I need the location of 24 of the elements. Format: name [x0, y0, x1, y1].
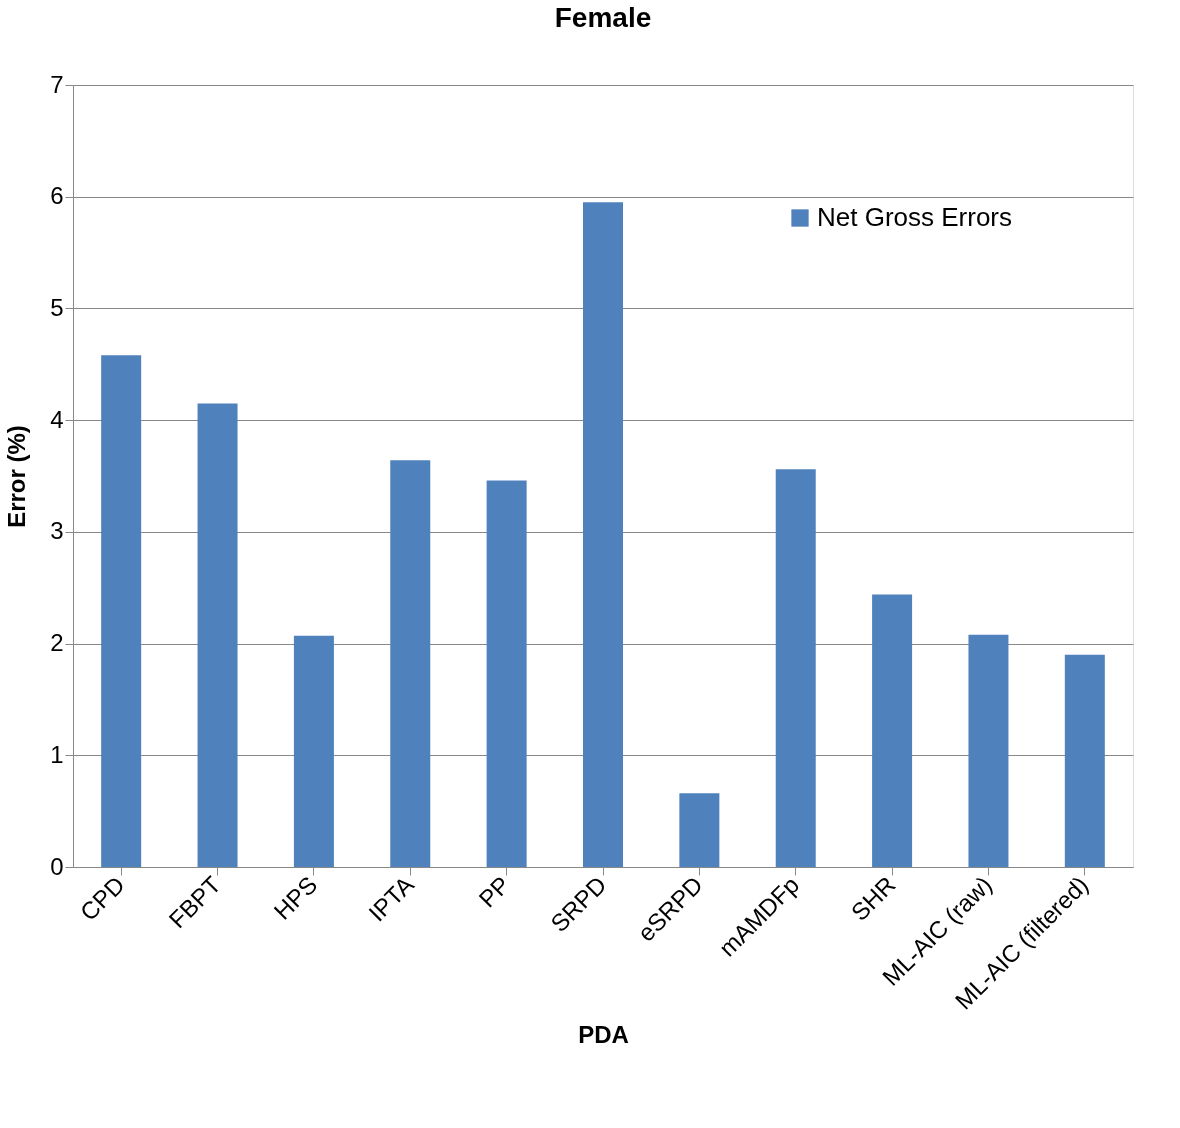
bar — [101, 355, 142, 867]
y-axis-title: Error (%) — [3, 425, 31, 528]
y-tick-label: 4 — [50, 405, 64, 433]
y-tick-label: 5 — [50, 293, 64, 321]
bar — [486, 480, 527, 867]
bar — [293, 635, 334, 867]
bar — [872, 594, 913, 867]
chart-title: Female — [554, 2, 652, 33]
y-tick-label: 7 — [50, 70, 64, 98]
y-tick-label: 1 — [50, 740, 64, 768]
bar — [968, 634, 1009, 867]
bar — [1064, 654, 1105, 867]
y-tick-label: 0 — [50, 852, 64, 880]
bar — [197, 403, 238, 867]
bar — [679, 793, 720, 867]
bar — [775, 469, 816, 867]
y-tick-label: 3 — [50, 517, 64, 545]
bar — [583, 202, 623, 867]
y-tick-label: 2 — [50, 629, 64, 657]
x-tick-label: PP — [473, 870, 516, 913]
bar — [390, 460, 431, 867]
y-tick-label: 6 — [50, 182, 64, 210]
x-axis-title: PDA — [578, 1021, 629, 1049]
legend-label: Net Gross Errors — [817, 202, 1013, 232]
